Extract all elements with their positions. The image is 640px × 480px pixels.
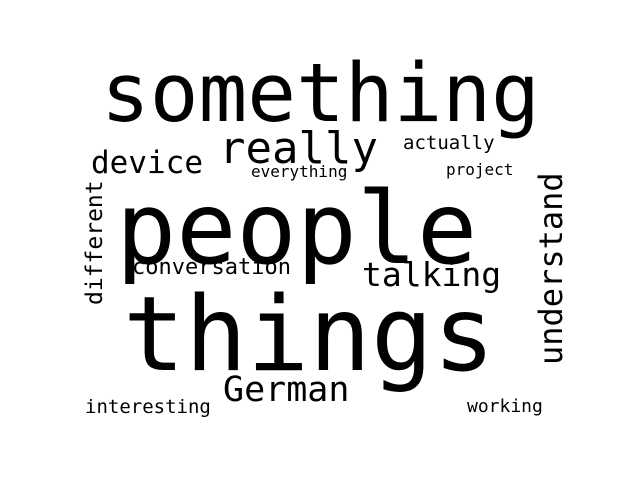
word-project: project [446, 160, 514, 179]
word-things: things [123, 275, 496, 395]
word-German: German [223, 370, 350, 410]
word-actually: actually [403, 132, 495, 154]
word-conversation: conversation [132, 255, 291, 280]
word-device: device [91, 145, 203, 181]
word-everything: everything [251, 162, 348, 181]
word-different: different [82, 180, 108, 305]
word-talking: talking [362, 255, 502, 294]
word-people: people [116, 170, 478, 287]
word-something: something [101, 47, 540, 141]
word-interesting: interesting [85, 396, 211, 418]
word-understand: understand [532, 172, 570, 365]
word-really: really [219, 123, 378, 174]
word-working: working [467, 396, 543, 417]
